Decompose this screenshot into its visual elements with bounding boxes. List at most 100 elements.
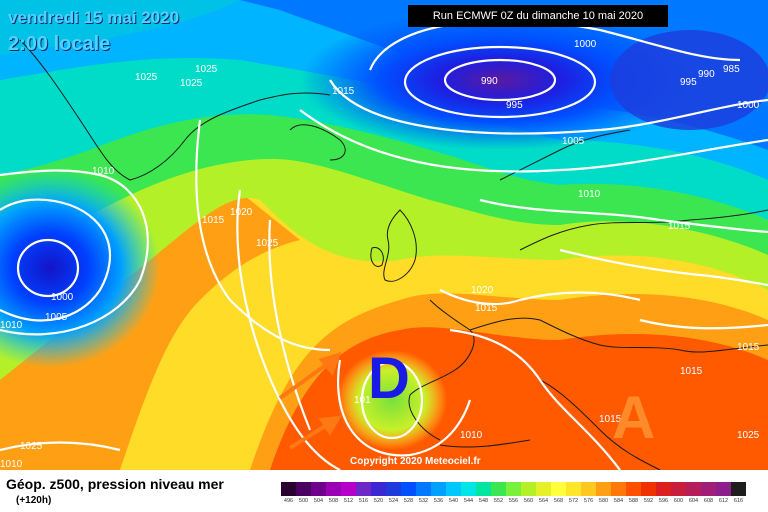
scale-label: 616 [733, 498, 744, 504]
weather-map: 1025 1025 1025 1015 990 995 1000 990 985… [0, 0, 768, 470]
scale-label: 512 [343, 498, 354, 504]
color-scale: 496 500 504 508 512 516 520 524 528 532 536 540 544 5… [281, 482, 746, 504]
legend-subtitle: (+120h) [16, 495, 52, 506]
forecast-date: vendredi 15 mai 2020 [8, 8, 180, 27]
isobar-label: 1025 [256, 238, 279, 249]
legend-bar: Géop. z500, pression niveau mer (+120h) … [0, 470, 768, 512]
scale-swatch: 580 [596, 482, 611, 504]
scale-label: 612 [718, 498, 729, 504]
scale-label: 580 [598, 498, 609, 504]
flow-arrows [278, 351, 342, 450]
coastlines [19, 39, 768, 470]
scale-label: 584 [613, 498, 624, 504]
isobar-label: 990 [698, 69, 715, 80]
scale-label: 596 [658, 498, 669, 504]
isobar-label: 1015 [332, 86, 355, 97]
isobars [0, 19, 768, 470]
scale-swatch: 588 [626, 482, 641, 504]
isobar-label: 1015 [668, 221, 691, 232]
scale-label: 528 [403, 498, 414, 504]
scale-label: 560 [523, 498, 534, 504]
isobar-labels: 1025 1025 1025 1015 990 995 1000 990 985… [0, 39, 760, 470]
isobar-label: 1025 [180, 78, 203, 89]
scale-label: 504 [313, 498, 324, 504]
isobar-label: 1010 [460, 430, 483, 441]
greenland-zone [0, 0, 240, 55]
north-east-low [610, 30, 768, 130]
isobar-label: 985 [723, 64, 740, 75]
scale-label: 604 [688, 498, 699, 504]
scale-swatch: 552 [491, 482, 506, 504]
isobar-label: 1005 [45, 312, 68, 323]
scale-swatch: 556 [506, 482, 521, 504]
isobar-label: 1015 [680, 366, 703, 377]
isobar-label: 1010 [92, 166, 115, 177]
scale-swatch: 496 [281, 482, 296, 504]
scale-label: 496 [283, 498, 294, 504]
isobar-label: 1025 [20, 441, 43, 452]
isobar-label: 995 [506, 100, 523, 111]
isobar-label: 1015 [599, 414, 622, 425]
scale-label: 520 [373, 498, 384, 504]
legend-title: Géop. z500, pression niveau mer [6, 476, 224, 492]
isobar-label: 1010 [0, 459, 23, 470]
scale-swatch: 608 [701, 482, 716, 504]
run-info: Run ECMWF 0Z du dimanche 10 mai 2020 [408, 5, 668, 27]
scale-label: 548 [478, 498, 489, 504]
north-low-core [300, 10, 700, 150]
high-pressure-symbol: A [612, 384, 656, 451]
scale-swatch: 612 [716, 482, 731, 504]
scale-swatch: 600 [671, 482, 686, 504]
scale-label: 588 [628, 498, 639, 504]
isobar-label: 1015 [202, 215, 225, 226]
isobar-label: 1020 [230, 207, 253, 218]
scale-label: 516 [358, 498, 369, 504]
scale-label: 600 [673, 498, 684, 504]
isobar-label: 1010 [578, 189, 601, 200]
scale-swatch: 540 [446, 482, 461, 504]
scale-label: 564 [538, 498, 549, 504]
forecast-time: 2:00 locale [8, 33, 111, 55]
scale-swatch: 524 [386, 482, 401, 504]
low-pressure-symbol: D [368, 346, 410, 411]
scale-swatch: 536 [431, 482, 446, 504]
scale-label: 500 [298, 498, 309, 504]
scale-swatch: 500 [296, 482, 311, 504]
scale-swatch: 548 [476, 482, 491, 504]
scale-label: 540 [448, 498, 459, 504]
scale-label: 544 [463, 498, 474, 504]
isobar-label: 1025 [195, 64, 218, 75]
isobar-label: 1015 [737, 342, 760, 353]
isobar-label: 1025 [135, 72, 158, 83]
copyright-text: Copyright 2020 Meteociel.fr [350, 456, 481, 467]
scale-label: 556 [508, 498, 519, 504]
scale-label: 508 [328, 498, 339, 504]
scale-label: 608 [703, 498, 714, 504]
isobar-label: 1015 [475, 303, 498, 314]
scale-label: 576 [583, 498, 594, 504]
scale-swatch: 560 [521, 482, 536, 504]
isobar-label: 990 [481, 76, 498, 87]
scale-swatch: 512 [341, 482, 356, 504]
scale-label: 568 [553, 498, 564, 504]
scale-swatch: 564 [536, 482, 551, 504]
scale-swatch: 604 [686, 482, 701, 504]
isobar-label: 101 [354, 395, 371, 406]
scale-swatch: 520 [371, 482, 386, 504]
scale-swatch: 544 [461, 482, 476, 504]
scale-swatch: 528 [401, 482, 416, 504]
scale-swatch: 572 [566, 482, 581, 504]
scale-label: 524 [388, 498, 399, 504]
isobar-label: 1000 [51, 292, 74, 303]
west-low-core [0, 168, 160, 368]
scale-label: 572 [568, 498, 579, 504]
scale-label: 532 [418, 498, 429, 504]
isobar-label: 1000 [737, 100, 760, 111]
scale-swatch: 532 [416, 482, 431, 504]
scale-swatch: 584 [611, 482, 626, 504]
scale-swatch: 616 [731, 482, 746, 504]
scale-label: 536 [433, 498, 444, 504]
scale-swatch: 592 [641, 482, 656, 504]
isobar-label: 1005 [562, 136, 585, 147]
scale-swatch: 508 [326, 482, 341, 504]
